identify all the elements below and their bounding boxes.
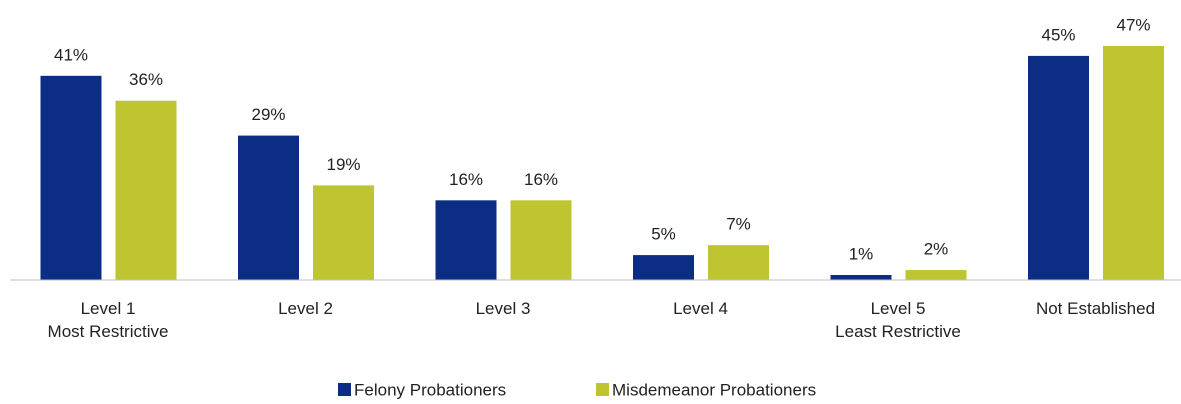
legend-label: Misdemeanor Probationers [612,380,816,399]
bar [238,135,299,280]
x-tick-label: Level 2 [278,299,333,318]
data-label: 1% [849,245,874,264]
bar [1103,45,1164,280]
x-tick-label: Level 3 [476,299,531,318]
bar [633,255,694,280]
x-tick-label: Not Established [1036,299,1155,318]
bar [435,200,497,280]
x-tick-label: Level 4 [673,299,728,318]
x-tick-label-line: Level 2 [278,299,333,318]
data-label: 47% [1116,15,1150,34]
legend-swatch [338,383,351,396]
bar [830,275,892,280]
data-label: 41% [54,45,88,64]
data-label: 29% [251,105,285,124]
data-label: 5% [651,225,676,244]
bar [905,270,967,280]
bar [708,245,769,280]
x-tick-label-line: Least Restrictive [835,322,961,341]
x-tick-label-line: Level 3 [476,299,531,318]
bar [510,200,572,280]
data-label: 16% [449,170,483,189]
data-label: 45% [1041,25,1075,44]
bar [1028,55,1089,281]
x-tick-label-line: Level 4 [673,299,728,318]
x-tick-label-line: Not Established [1036,299,1155,318]
bar [40,75,102,280]
x-tick-label: Level 5 Least Restrictive [835,299,961,341]
x-tick-label: Level 1 Most Restrictive [48,299,169,341]
data-label: 7% [726,215,751,234]
legend-swatch [596,383,609,396]
data-label: 36% [129,70,163,89]
x-tick-label-line: Level 5 [871,299,926,318]
data-label: 2% [924,240,949,259]
x-tick-label-line: Level 1 [81,299,136,318]
bar [313,185,374,280]
bar [115,100,177,280]
data-label: 16% [524,170,558,189]
x-tick-label-line: Most Restrictive [48,322,169,341]
data-label: 19% [326,155,360,174]
legend-label: Felony Probationers [354,380,506,399]
